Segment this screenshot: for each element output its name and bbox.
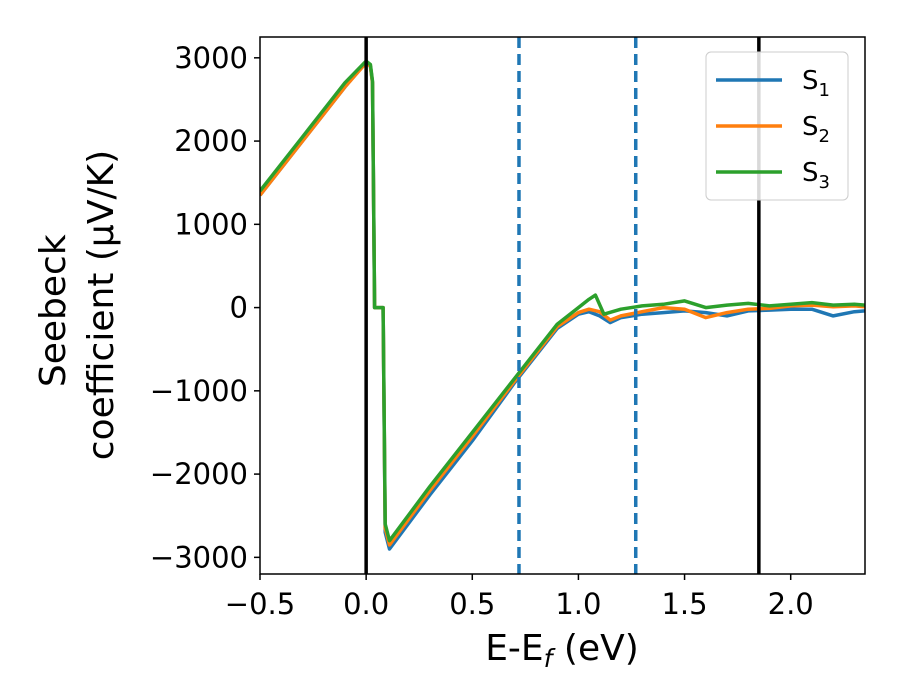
legend-label-s2: S2 [802, 112, 830, 147]
y-tick-label: 3000 [174, 41, 248, 75]
y-axis-label: Seebeck coefficient (μV/K) [33, 150, 122, 460]
plot-frame [259, 36, 866, 575]
x-axis-label-unit: (eV) [552, 628, 638, 669]
y-tick-label: 1000 [174, 207, 248, 241]
y-tick-label: −2000 [150, 457, 248, 491]
legend-label-s3: S3 [802, 158, 830, 193]
x-tick-label: 0.5 [449, 587, 495, 621]
legend: S1 S2 S3 [705, 51, 849, 201]
y-axis-label-line2: coefficient (μV/K) [81, 150, 122, 460]
x-tick-label: −0.5 [225, 587, 295, 621]
x-tick-label: 1.5 [661, 587, 707, 621]
y-axis-label-line1: Seebeck [33, 234, 74, 387]
y-tick-label: 0 [230, 291, 248, 325]
x-tick-label: 1.0 [555, 587, 601, 621]
legend-label-s1: S1 [802, 66, 830, 101]
y-tick-label: −1000 [150, 374, 248, 408]
axis-ticks: −0.5 0.0 0.5 1.0 1.5 2.0 −3000 −2000 −1000 0 1000 2… [150, 41, 814, 621]
x-tick-label: 2.0 [768, 587, 814, 621]
x-axis-label: E-Ef (eV) [485, 628, 639, 673]
y-tick-label: −3000 [150, 540, 248, 574]
series-line-s3 [260, 59, 865, 543]
x-tick-label: 0.0 [343, 587, 389, 621]
y-tick-label: 2000 [174, 124, 248, 158]
